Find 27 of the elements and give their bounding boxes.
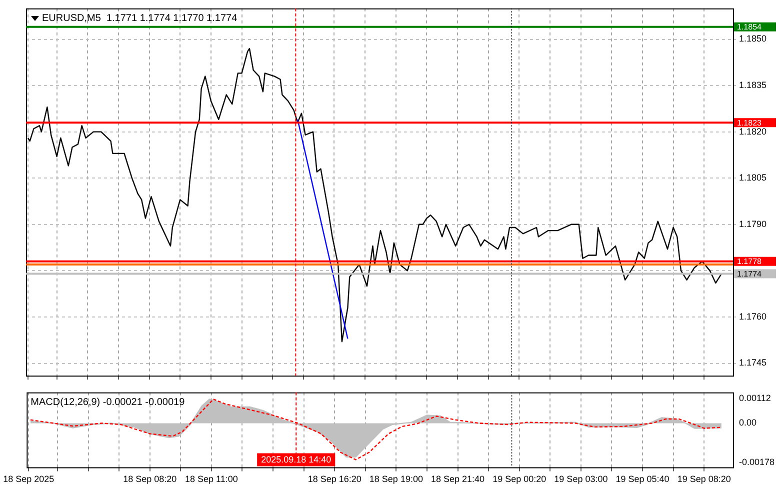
y-tick-label: 1.1850: [739, 34, 767, 44]
y-tick-label: 1.1745: [739, 358, 767, 368]
x-tick-label: 18 Sep 21:40: [431, 474, 485, 484]
x-tick-label: 19 Sep 05:40: [616, 474, 670, 484]
x-tick-label: 18 Sep 11:00: [184, 474, 238, 484]
x-tick-label: 18 Sep 19:00: [369, 474, 423, 484]
y-tick-label: 1.1805: [739, 172, 767, 183]
ref-line-label: 1.1778: [737, 257, 762, 266]
chart-title: MACD(12,26,9) -0.00021 -0.00019: [30, 397, 186, 408]
x-tick-label: 19 Sep 03:00: [554, 474, 608, 484]
x-tick-label: 19 Sep 08:20: [677, 474, 731, 484]
text: EURUSD,M5 1.1771 1.1774 1.1770 1.1774: [42, 13, 238, 24]
y-tick-label: 0.00: [739, 418, 757, 428]
y-tick-label: 1.1790: [739, 218, 767, 229]
y-tick-label: 1.1760: [739, 311, 767, 322]
y-tick-label: 0.00112: [739, 393, 771, 404]
ref-line-label: 2025.09.18 14:40: [261, 454, 332, 465]
x-tick-label: 18 Sep 2025: [3, 474, 54, 484]
x-tick-label: 18 Sep 08:20: [123, 474, 177, 484]
ref-line-label: 1.1854: [737, 22, 762, 32]
y-tick-label: 1.1820: [739, 126, 767, 136]
x-tick-label: 18 Sep 16:20: [308, 474, 362, 484]
y-tick-label: -0.00178: [739, 456, 775, 467]
ref-line-label: 1.1823: [737, 118, 762, 128]
y-tick-label: 1.1835: [739, 80, 767, 90]
ref-line-label: 1.1774: [737, 269, 762, 278]
x-tick-label: 19 Sep 00:20: [492, 474, 546, 484]
